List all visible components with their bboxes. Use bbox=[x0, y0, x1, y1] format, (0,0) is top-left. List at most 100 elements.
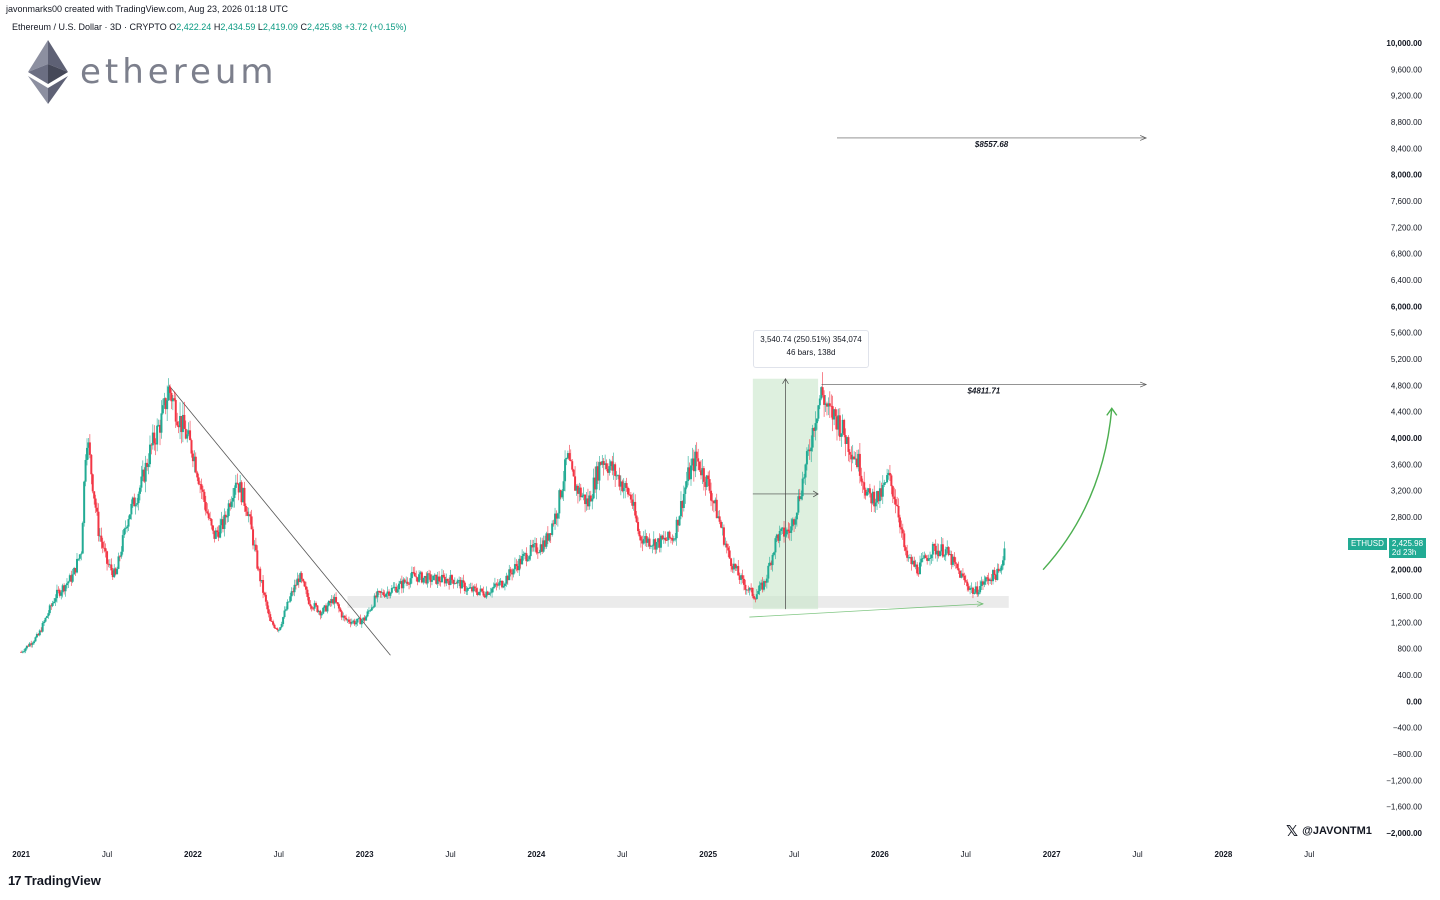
candle-body bbox=[266, 601, 269, 610]
candle-body bbox=[479, 588, 482, 592]
candle-body bbox=[193, 456, 196, 462]
candle-body bbox=[326, 605, 329, 612]
candle-body bbox=[83, 481, 86, 524]
time-tick-label: 2023 bbox=[356, 850, 374, 859]
candle bbox=[377, 590, 380, 596]
candle bbox=[320, 611, 323, 619]
candle-body bbox=[516, 565, 519, 571]
candle bbox=[606, 463, 609, 481]
candle-body bbox=[883, 482, 886, 485]
candle-body bbox=[561, 490, 564, 498]
candle bbox=[385, 592, 388, 599]
candle-body bbox=[837, 415, 840, 430]
candle bbox=[459, 577, 462, 594]
candle-body bbox=[957, 568, 960, 571]
candle bbox=[657, 537, 660, 548]
candle bbox=[327, 600, 330, 607]
candle-body bbox=[541, 544, 544, 552]
candle bbox=[350, 618, 353, 626]
candle-body bbox=[88, 442, 91, 455]
candle-body bbox=[617, 475, 620, 476]
candle bbox=[503, 582, 506, 591]
candle bbox=[83, 480, 86, 527]
candle bbox=[425, 571, 428, 585]
candle bbox=[200, 478, 203, 499]
candle bbox=[617, 474, 620, 480]
candle-body bbox=[605, 463, 608, 469]
candle bbox=[240, 480, 243, 506]
candle-body bbox=[735, 566, 738, 569]
candle bbox=[999, 567, 1002, 573]
candle bbox=[100, 527, 103, 549]
candle bbox=[658, 533, 661, 553]
candle bbox=[614, 462, 617, 488]
candle-body bbox=[279, 627, 282, 630]
candle bbox=[390, 585, 393, 594]
candle bbox=[876, 490, 879, 511]
candle bbox=[309, 600, 312, 610]
candle bbox=[881, 475, 884, 505]
candle bbox=[64, 584, 67, 597]
candle bbox=[674, 532, 677, 542]
candle-body bbox=[422, 577, 425, 583]
candle bbox=[898, 514, 901, 534]
time-tick-label: 2024 bbox=[528, 850, 546, 859]
candle bbox=[572, 468, 575, 477]
candle-body bbox=[715, 499, 718, 519]
candle-body bbox=[493, 583, 496, 587]
candle bbox=[359, 614, 362, 625]
x-handle[interactable]: 𝕏 @JAVONTM1 bbox=[1286, 822, 1372, 840]
candle-body bbox=[154, 443, 157, 445]
candle bbox=[708, 470, 711, 494]
candle-body bbox=[690, 465, 692, 480]
candle-body bbox=[973, 592, 976, 594]
candle bbox=[856, 449, 859, 469]
candle-body bbox=[951, 556, 954, 565]
candle bbox=[618, 467, 621, 491]
candle-body bbox=[612, 464, 615, 471]
tradingview-brand[interactable]: 17 TradingView bbox=[8, 873, 101, 888]
candle bbox=[631, 493, 634, 509]
candle bbox=[201, 485, 204, 500]
candle-body bbox=[234, 482, 237, 488]
candle-body bbox=[977, 592, 980, 595]
candle bbox=[624, 480, 627, 499]
candle bbox=[684, 481, 687, 504]
candle bbox=[386, 586, 389, 599]
candle-body bbox=[606, 468, 609, 473]
candle-body bbox=[780, 528, 783, 532]
candle-body bbox=[27, 645, 30, 647]
candle bbox=[694, 444, 697, 478]
candle bbox=[297, 574, 300, 588]
candle bbox=[164, 397, 167, 415]
candle-body bbox=[758, 585, 761, 591]
candle bbox=[429, 570, 432, 588]
candle-body bbox=[292, 591, 295, 593]
candle bbox=[625, 477, 628, 492]
candle-body bbox=[350, 621, 353, 624]
candle-body bbox=[546, 533, 549, 541]
candle bbox=[339, 607, 342, 613]
candle-body bbox=[267, 609, 270, 615]
candle bbox=[758, 581, 761, 596]
candle-body bbox=[980, 581, 983, 587]
candle-body bbox=[997, 568, 1000, 572]
candle bbox=[678, 515, 681, 526]
candle bbox=[911, 556, 914, 565]
candle bbox=[669, 536, 672, 544]
candle-body bbox=[959, 570, 962, 578]
candle-body bbox=[761, 582, 764, 590]
candle-body bbox=[584, 494, 587, 505]
candle bbox=[765, 574, 768, 589]
candle-body bbox=[642, 539, 645, 544]
candle-body bbox=[194, 456, 197, 473]
candle-body bbox=[199, 484, 202, 485]
candle-body bbox=[787, 529, 790, 532]
candle-body bbox=[651, 545, 654, 547]
ethereum-diamond-icon bbox=[28, 40, 68, 104]
candle bbox=[754, 597, 757, 603]
price-tick-label: 3,600.00 bbox=[1391, 460, 1423, 469]
candle-body bbox=[657, 538, 660, 543]
price-tick-label: 8,000.00 bbox=[1391, 171, 1423, 180]
